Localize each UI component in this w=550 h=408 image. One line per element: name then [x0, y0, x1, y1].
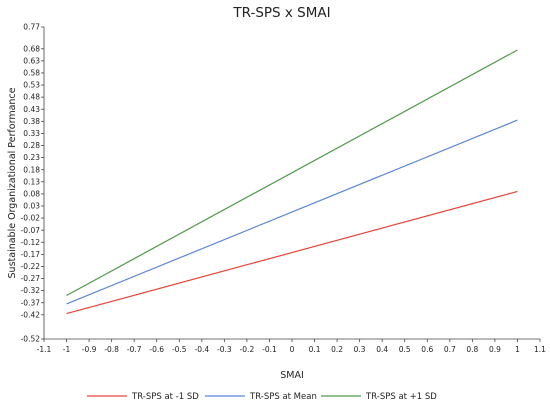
- y-tick-label: -0.32: [21, 286, 41, 295]
- y-tick-label: 0.58: [23, 69, 40, 78]
- x-tick-label: 1.1: [534, 345, 546, 354]
- x-tick-label: 0.4: [376, 345, 388, 354]
- legend-label: TR-SPS at -1 SD: [131, 392, 199, 402]
- plot-area: 0.77 0.68 0.63 0.58 0.53 0.48 0.43 0.38 0.33 0.28…: [21, 23, 547, 354]
- y-tick-label: 0.03: [23, 202, 40, 211]
- y-tick-label: 0.33: [23, 129, 40, 138]
- x-tick-label: 0: [290, 345, 295, 354]
- y-tick-label: 0.23: [23, 153, 40, 162]
- legend-label: TR-SPS at +1 SD: [365, 392, 437, 402]
- series-line-3: [66, 49, 518, 296]
- x-tick-label: 0.3: [354, 345, 366, 354]
- x-tick-label: -0.2: [240, 345, 255, 354]
- x-tick-label: -1.1: [37, 345, 52, 354]
- y-tick-label: -0.12: [21, 238, 41, 247]
- x-tick-label: -0.7: [127, 345, 142, 354]
- y-tick-label: 0.38: [23, 117, 40, 126]
- x-tick-label: -0.9: [82, 345, 97, 354]
- y-tick-label: 0.43: [23, 105, 40, 114]
- x-tick-label: -0.3: [217, 345, 232, 354]
- y-tick-label: -0.02: [21, 214, 41, 223]
- x-tick-label: 0.2: [331, 345, 343, 354]
- y-tick-label: 0.28: [23, 141, 40, 150]
- y-tick-label: -0.27: [21, 274, 41, 283]
- y-tick-label: -0.22: [21, 262, 41, 271]
- series-line-1: [66, 190, 518, 315]
- x-tick-label: 0.8: [466, 345, 478, 354]
- x-tick-label: 1: [515, 345, 520, 354]
- legend: TR-SPS at -1 SD TR-SPS at Mean TR-SPS at +…: [87, 392, 437, 402]
- x-tick-label: 0.1: [309, 345, 321, 354]
- y-tick-label: -0.52: [21, 335, 41, 344]
- series-line-2: [66, 119, 518, 305]
- y-tick-label: -0.17: [21, 250, 41, 259]
- legend-label: TR-SPS at Mean: [249, 392, 317, 402]
- x-tick-label: -0.5: [172, 345, 187, 354]
- x-tick-label: 0.9: [489, 345, 501, 354]
- y-tick-label: 0.13: [23, 177, 40, 186]
- y-tick-label: 0.63: [23, 56, 40, 65]
- y-tick-label: 0.77: [23, 23, 40, 32]
- x-tick-label: -0.6: [149, 345, 164, 354]
- y-tick-label: 0.08: [23, 189, 40, 198]
- y-tick-label: -0.07: [21, 226, 41, 235]
- chart-title: TR-SPS x SMAI: [232, 5, 330, 21]
- x-tick-label: 0.6: [421, 345, 433, 354]
- x-tick-label: 0.5: [399, 345, 411, 354]
- x-tick-label: -0.8: [104, 345, 119, 354]
- y-tick-label: 0.68: [23, 44, 40, 53]
- x-tick-label: -0.1: [262, 345, 277, 354]
- y-tick-label: 0.53: [23, 81, 40, 90]
- y-tick-label: 0.48: [23, 93, 40, 102]
- x-tick-label: -0.4: [194, 345, 209, 354]
- y-tick-label: -0.42: [21, 310, 41, 319]
- x-tick-label: -1: [63, 345, 71, 354]
- y-axis-title: Sustainable Organizational Performance: [7, 87, 18, 278]
- x-axis-title: SMAI: [280, 370, 304, 381]
- x-tick-label: 0.7: [444, 345, 456, 354]
- y-tick-label: 0.18: [23, 165, 40, 174]
- y-tick-label: -0.37: [21, 298, 41, 307]
